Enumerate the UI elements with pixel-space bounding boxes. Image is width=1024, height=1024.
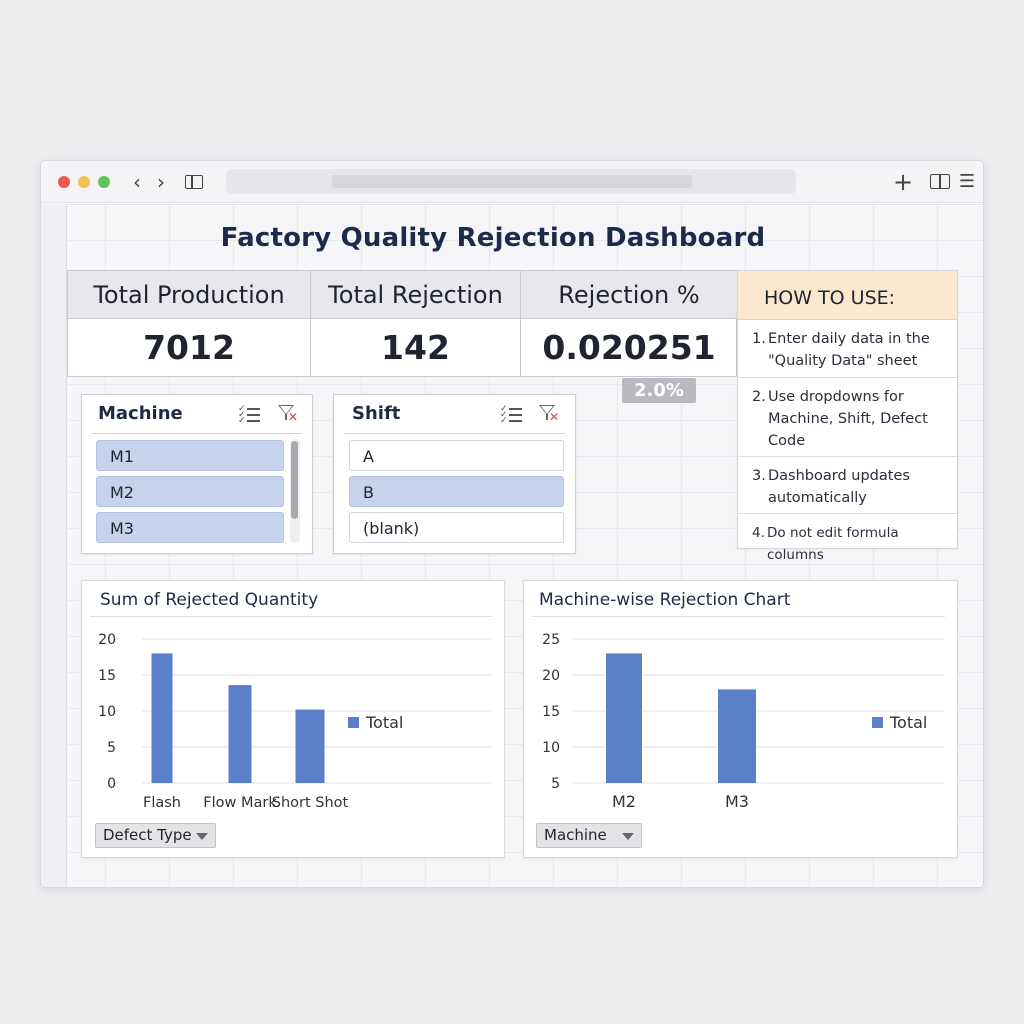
slicer-item-m2[interactable]: M2	[96, 476, 284, 507]
machine-slicer: Machine ✓ ✓ ✓ ✕ M1 M2 M3	[81, 394, 313, 554]
how-to-step: 1. Enter daily data in the "Quality Data…	[738, 320, 957, 378]
sidebar-toggle-icon[interactable]	[185, 175, 203, 189]
defect-type-field-button[interactable]: Defect Type	[95, 823, 216, 848]
slicer-item-blank[interactable]: (blank)	[349, 512, 564, 543]
legend-label: Total	[365, 713, 403, 732]
how-to-use-panel: HOW TO USE: 1. Enter daily data in the "…	[737, 270, 958, 563]
how-to-step: 3. Dashboard updates automatically	[738, 457, 957, 514]
defect-type-chart: Sum of Rejected Quantity 0 5 10 15 20 Flash Fl…	[81, 580, 505, 858]
kpi-rejection-percent: Rejection % 0.020251	[521, 271, 737, 376]
machine-rejection-chart: Machine-wise Rejection Chart 5 10 15 20 25 M2…	[523, 580, 958, 858]
y-tick-label: 20	[98, 632, 116, 648]
x-category-label: Flow Mark	[203, 795, 277, 811]
maximize-window-button[interactable]	[98, 176, 110, 188]
bar-m2	[606, 653, 642, 783]
minimize-window-button[interactable]	[78, 176, 90, 188]
step-number: 3.	[752, 468, 766, 484]
slicer-scrollbar[interactable]	[290, 439, 300, 543]
clear-filter-icon[interactable]: ✕	[539, 404, 559, 424]
kpi-header: Total Rejection	[311, 271, 520, 319]
y-tick-label: 0	[107, 776, 116, 792]
step-number: 2.	[752, 389, 766, 405]
y-tick-label: 25	[542, 632, 560, 648]
chevron-down-icon	[622, 833, 634, 840]
slicer-divider	[344, 433, 565, 434]
chevron-right-icon[interactable]: ›	[157, 170, 165, 194]
x-category-label: Flash	[143, 795, 181, 811]
row-header-strip	[41, 204, 67, 887]
field-button-label: Machine	[544, 826, 607, 844]
y-tick-label: 10	[542, 740, 560, 756]
address-placeholder	[332, 175, 692, 188]
slicer-item-b[interactable]: B	[349, 476, 564, 507]
y-tick-label: 15	[542, 704, 560, 720]
multi-select-icon[interactable]: ✓ ✓ ✓	[500, 405, 522, 426]
step-text: Enter daily data in the "Quality Data" s…	[768, 331, 930, 369]
kpi-value[interactable]: 0.020251	[542, 328, 716, 367]
slicer-item-m1[interactable]: M1	[96, 440, 284, 471]
how-to-step: 2. Use dropdowns for Machine, Shift, Def…	[738, 378, 957, 457]
browser-window: ‹ › + ☰ Factory Quality Rejection Dashbo…	[40, 160, 984, 888]
legend-swatch	[872, 717, 883, 728]
kpi-value[interactable]: 142	[381, 328, 450, 367]
step-number: 4.	[752, 525, 765, 541]
legend-swatch	[348, 717, 359, 728]
chart-divider	[90, 616, 492, 617]
spreadsheet-area: Factory Quality Rejection Dashboard Tota…	[41, 204, 983, 887]
y-tick-label: 15	[98, 668, 116, 684]
legend-label: Total	[889, 713, 927, 732]
slicer-divider	[92, 433, 302, 434]
step-number: 1.	[752, 331, 766, 347]
tab-overview-icon[interactable]	[930, 174, 950, 189]
hamburger-icon[interactable]: ☰	[958, 171, 976, 192]
step-text: Use dropdowns for Machine, Shift, Defect…	[768, 389, 928, 449]
bar-short-shot	[295, 709, 325, 783]
address-bar[interactable]	[226, 169, 796, 194]
slicer-title: Shift	[352, 403, 401, 424]
bar-flash	[151, 653, 173, 783]
kpi-header: Rejection %	[521, 271, 737, 319]
slicer-title: Machine	[98, 403, 183, 424]
browser-titlebar: ‹ › + ☰	[41, 161, 983, 203]
kpi-table: Total Production 7012 Total Rejection 14…	[67, 270, 737, 377]
clear-filter-icon[interactable]: ✕	[278, 404, 298, 424]
kpi-value[interactable]: 7012	[143, 328, 235, 367]
field-button-label: Defect Type	[103, 826, 192, 844]
rejection-percent-badge: 2.0%	[622, 378, 696, 403]
x-category-label: M2	[612, 792, 636, 811]
y-tick-label: 5	[107, 740, 116, 756]
plus-icon[interactable]: +	[892, 168, 914, 196]
y-tick-label: 10	[98, 704, 116, 720]
step-text: Do not edit formula columns	[767, 525, 899, 563]
multi-select-icon[interactable]: ✓ ✓ ✓	[238, 405, 260, 426]
slicer-item-m3[interactable]: M3	[96, 512, 284, 543]
scrollbar-thumb[interactable]	[291, 441, 298, 519]
x-category-label: Short Shot	[272, 795, 349, 811]
how-to-use-title: HOW TO USE:	[738, 271, 957, 320]
chart-plot: 5 10 15 20 25 M2 M3 Total	[542, 632, 944, 811]
kpi-total-production: Total Production 7012	[68, 271, 311, 376]
slicer-item-a[interactable]: A	[349, 440, 564, 471]
step-text: Dashboard updates automatically	[768, 468, 910, 506]
chevron-down-icon	[196, 833, 208, 840]
y-tick-label: 20	[542, 668, 560, 684]
chart-title: Machine-wise Rejection Chart	[539, 590, 791, 610]
chevron-left-icon[interactable]: ‹	[133, 170, 141, 194]
kpi-total-rejection: Total Rejection 142	[311, 271, 521, 376]
y-tick-label: 5	[551, 776, 560, 792]
bar-m3	[718, 689, 756, 783]
machine-field-button[interactable]: Machine	[536, 823, 642, 848]
chart-title: Sum of Rejected Quantity	[100, 590, 319, 610]
x-category-label: M3	[725, 792, 749, 811]
close-window-button[interactable]	[58, 176, 70, 188]
shift-slicer: Shift ✓ ✓ ✓ ✕ A B (blank)	[333, 394, 576, 554]
dashboard-title: Factory Quality Rejection Dashboard	[220, 223, 766, 253]
bar-flow-mark	[228, 685, 252, 783]
chart-divider	[532, 616, 945, 617]
kpi-header: Total Production	[68, 271, 310, 319]
how-to-step: 4. Do not edit formula columns	[738, 514, 957, 563]
